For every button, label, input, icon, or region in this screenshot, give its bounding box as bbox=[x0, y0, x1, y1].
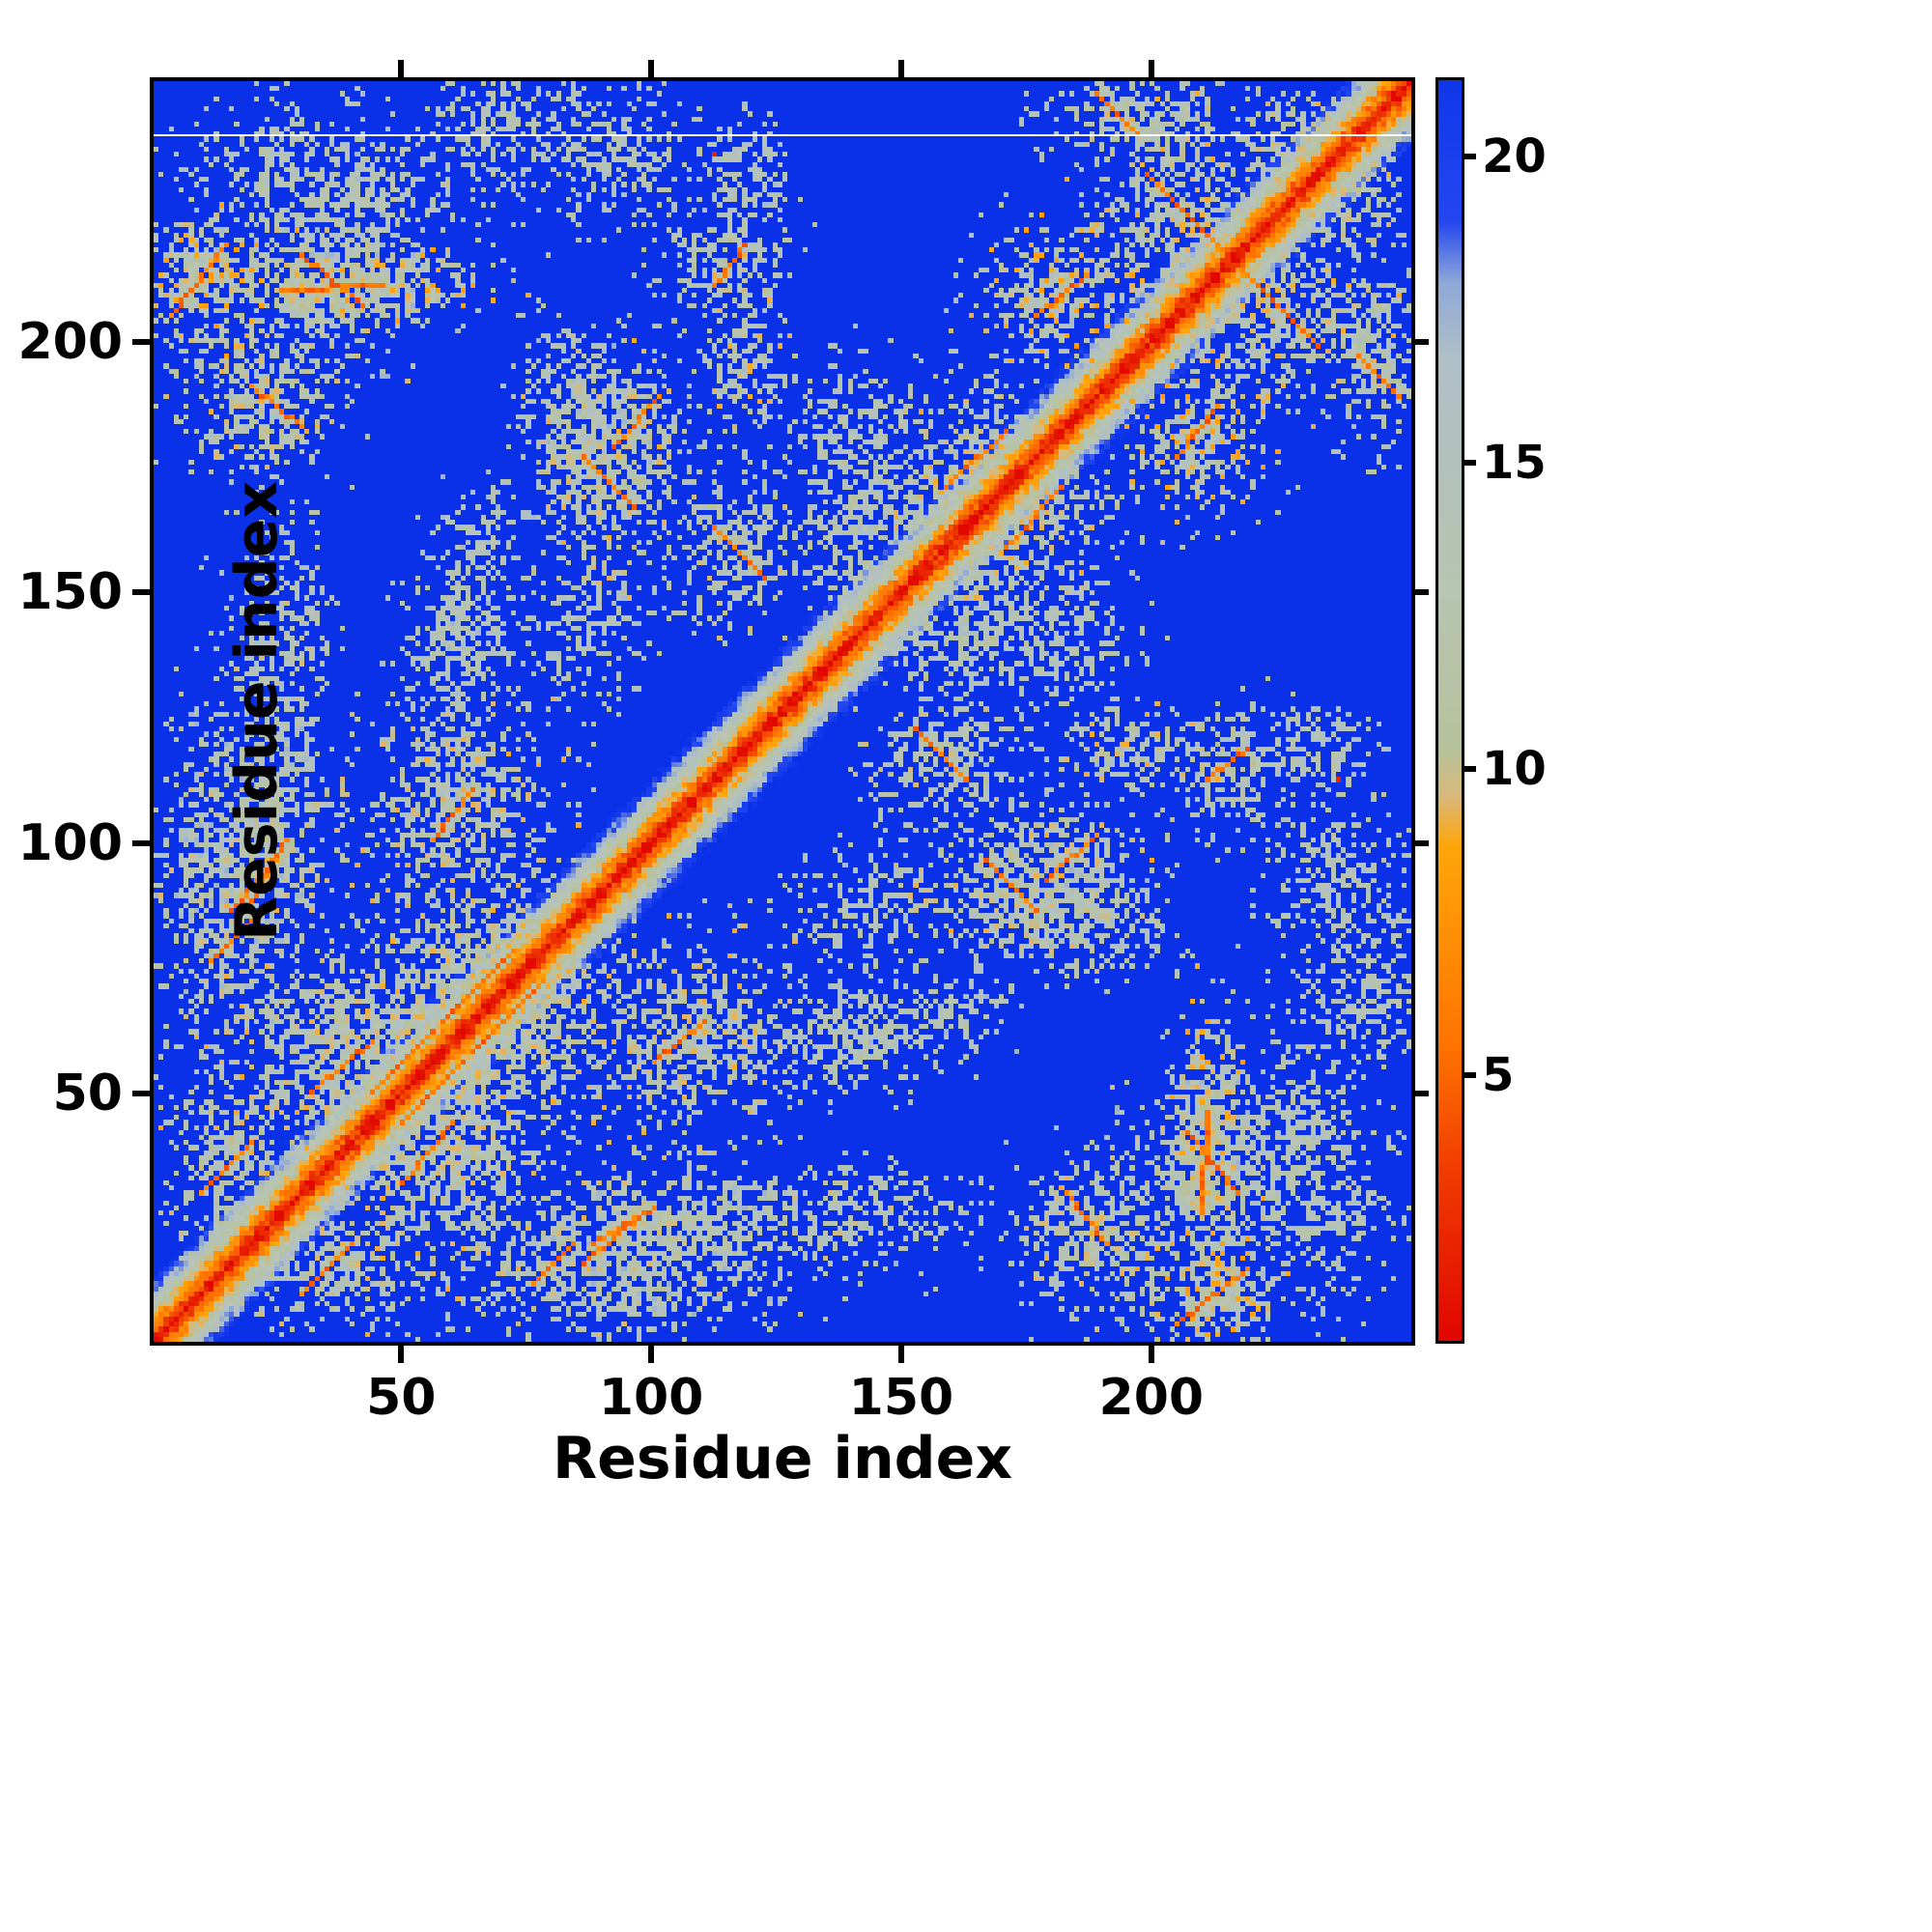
x-tick-mark bbox=[1149, 60, 1154, 77]
x-tick-label: 150 bbox=[848, 1369, 954, 1427]
colorbar bbox=[1435, 77, 1464, 1344]
y-tick-label: 100 bbox=[17, 813, 123, 872]
heatmap-canvas bbox=[154, 81, 1411, 1342]
y-tick-mark bbox=[132, 339, 150, 345]
x-tick-mark bbox=[648, 60, 654, 77]
x-tick-mark bbox=[648, 1346, 654, 1363]
colorbar-tick-mark bbox=[1464, 1072, 1476, 1078]
y-tick-mark bbox=[132, 1091, 150, 1096]
x-tick-label: 200 bbox=[1098, 1369, 1205, 1427]
x-tick-mark bbox=[1149, 1346, 1154, 1363]
y-tick-mark bbox=[1415, 1091, 1429, 1096]
y-axis-label: Residue index bbox=[223, 480, 292, 942]
colorbar-tick-label: 20 bbox=[1482, 129, 1547, 185]
heatmap-plot-area bbox=[150, 77, 1415, 1346]
colorbar-tick-mark bbox=[1464, 766, 1476, 772]
y-tick-mark bbox=[132, 840, 150, 846]
y-tick-label: 200 bbox=[17, 312, 123, 371]
colorbar-tick-label: 5 bbox=[1482, 1047, 1515, 1102]
colorbar-tick-label: 10 bbox=[1482, 741, 1547, 796]
x-tick-mark bbox=[898, 1346, 904, 1363]
colorbar-tick-label: 15 bbox=[1482, 436, 1547, 491]
y-tick-label: 50 bbox=[52, 1065, 123, 1123]
x-tick-mark bbox=[898, 60, 904, 77]
colorbar-tick-mark bbox=[1464, 460, 1476, 466]
colorbar-canvas bbox=[1438, 80, 1462, 1341]
y-tick-label: 150 bbox=[17, 563, 123, 622]
x-axis-label: Residue index bbox=[552, 1425, 1013, 1492]
x-tick-label: 50 bbox=[366, 1369, 437, 1427]
x-tick-label: 100 bbox=[598, 1369, 704, 1427]
y-tick-mark bbox=[1415, 339, 1429, 345]
y-tick-mark bbox=[1415, 589, 1429, 595]
x-tick-mark bbox=[398, 1346, 404, 1363]
x-tick-mark bbox=[398, 60, 404, 77]
colorbar-tick-mark bbox=[1464, 154, 1476, 159]
y-tick-mark bbox=[1415, 840, 1429, 846]
y-tick-mark bbox=[132, 589, 150, 595]
